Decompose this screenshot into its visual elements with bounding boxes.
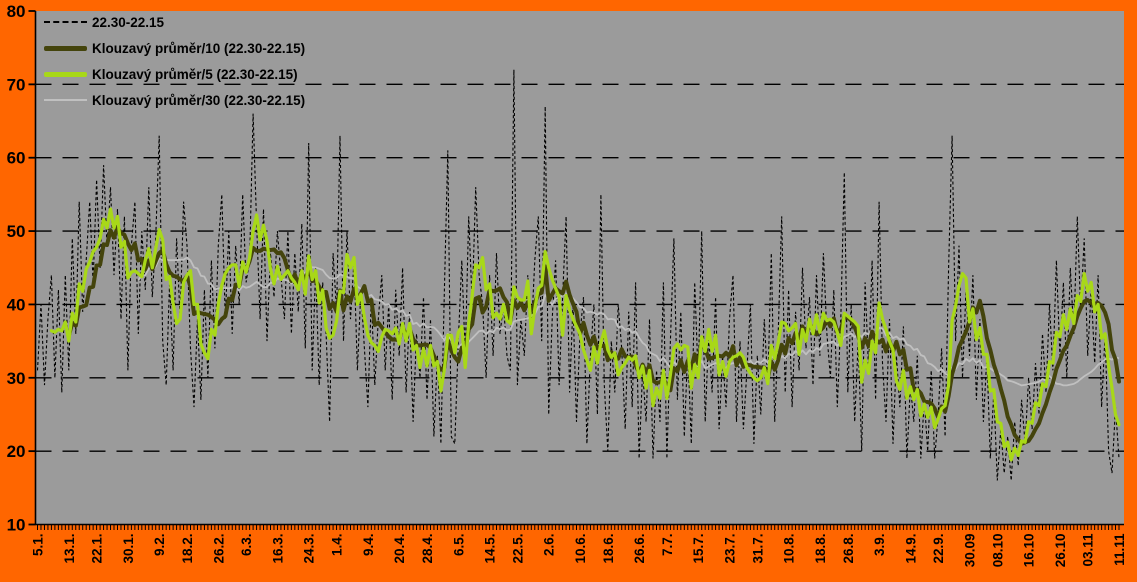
x-axis-label-28.4.: 28.4. [420,534,435,564]
y-axis-label-40: 40 [7,295,26,314]
x-axis-label-14.9.: 14.9. [903,534,918,564]
x-axis-label-1.4.: 1.4. [330,534,345,557]
x-axis-label-15.7.: 15.7. [691,534,706,564]
x-axis-label-22.1.: 22.1. [90,534,105,564]
raw-series-line [36,69,1120,481]
x-axis-label-7.7.: 7.7. [660,534,675,557]
x-axis-label-6.3.: 6.3. [239,534,254,557]
x-axis-label-23.7.: 23.7. [723,534,738,564]
legend-label-ma30: Klouzavý průměr/30 (22.30-22.15) [92,92,306,108]
legend-item-ma10: Klouzavý průměr/10 (22.30-22.15) [44,35,305,61]
x-axis-label-2.6.: 2.6. [542,534,557,557]
legend-item-ma5: Klouzavý průměr/5 (22.30-22.15) [44,61,305,87]
x-axis-label-16.10: 16.10 [1022,534,1037,568]
legend-label-raw: 22.30-22.15 [92,14,165,30]
x-axis-label-6.5.: 6.5. [451,534,466,557]
x-axis-label-22.9.: 22.9. [931,534,946,564]
y-axis-label-30: 30 [7,369,26,388]
x-axis-label-20.4.: 20.4. [392,534,407,564]
legend-label-ma10: Klouzavý průměr/10 (22.30-22.15) [92,40,306,56]
x-axis-label-26.2.: 26.2. [211,534,226,564]
x-axis-label-30.1.: 30.1. [121,534,136,564]
x-axis-label-13.1.: 13.1. [62,534,77,564]
legend-item-raw: 22.30-22.15 [44,9,305,35]
y-axis-label-50: 50 [7,222,26,241]
x-axis-label-9.2.: 9.2. [152,534,167,557]
x-axis-label-18.8.: 18.8. [813,534,828,564]
x-axis-label-18.2.: 18.2. [180,534,195,564]
ma30-series-sample-icon [44,99,87,101]
x-axis-label-26.8.: 26.8. [841,534,856,564]
x-axis-label-08.10: 08.10 [990,534,1005,568]
x-axis-label-30.09: 30.09 [962,534,977,568]
y-axis-label-80: 80 [7,2,26,21]
x-axis-label-5.1.: 5.1. [31,534,46,557]
x-axis-label-10.8.: 10.8. [782,534,797,564]
x-axis-label-24.3.: 24.3. [302,534,317,564]
x-axis-label-9.4.: 9.4. [361,534,376,557]
x-axis-label-11.11: 11.11 [1112,533,1127,566]
plot-area [35,11,1124,525]
x-axis-label-31.7.: 31.7. [750,534,765,564]
x-axis-label-26.6.: 26.6. [632,534,647,564]
ma10-series-sample-icon [44,45,87,51]
x-axis-label-18.6.: 18.6. [601,534,616,564]
y-axis-label-60: 60 [7,149,26,168]
x-axis-label-03.11: 03.11 [1081,533,1096,567]
x-axis-label-26.10: 26.10 [1053,534,1068,568]
ma5-series-line [49,207,1121,462]
x-axis-label-22.5.: 22.5. [510,534,525,564]
y-axis-label-70: 70 [7,75,26,94]
y-axis-label-20: 20 [7,442,26,461]
x-axis-label-14.5.: 14.5. [483,534,498,564]
x-axis-label-10.6.: 10.6. [573,534,588,564]
ma5-series-sample-icon [44,71,87,77]
chart-legend: 22.30-22.15 Klouzavý průměr/10 (22.30-22… [44,9,305,113]
y-axis-label-10: 10 [7,516,26,535]
x-axis-label-16.3.: 16.3. [270,534,285,564]
legend-item-ma30: Klouzavý průměr/30 (22.30-22.15) [44,87,305,113]
x-axis-label-3.9.: 3.9. [872,534,887,557]
legend-label-ma5: Klouzavý průměr/5 (22.30-22.15) [92,66,298,82]
raw-series-sample-icon [44,21,87,23]
